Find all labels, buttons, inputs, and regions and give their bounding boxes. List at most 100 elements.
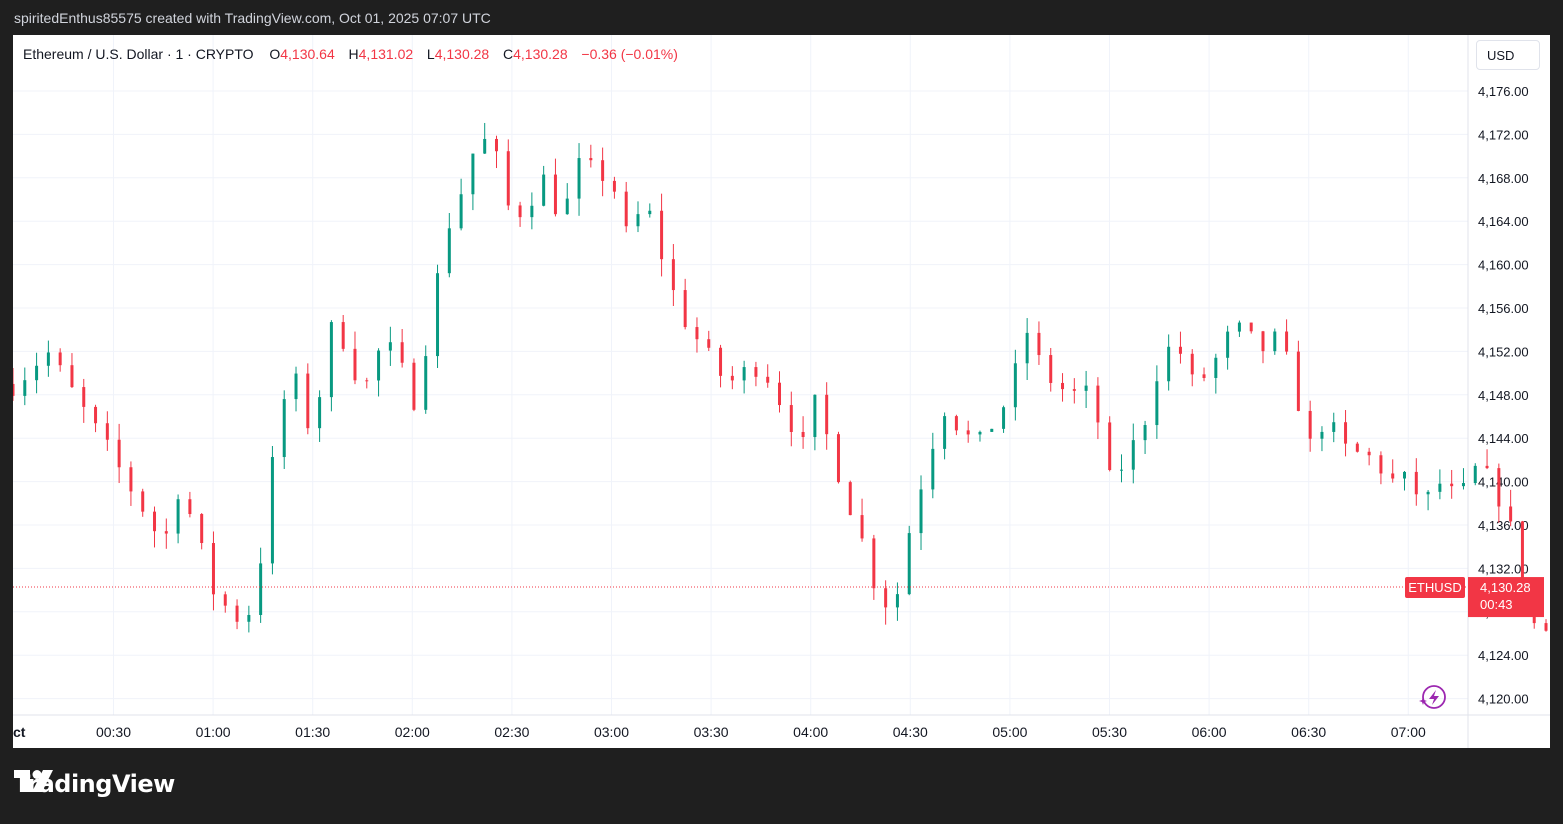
candle-body [1497,468,1501,507]
candle-body [612,180,616,192]
candle-body [1249,322,1253,332]
candle-body [58,352,62,366]
candle-body [235,605,239,622]
high-label: H [348,46,359,62]
tradingview-logo-icon [14,770,53,792]
candle-body [836,434,840,483]
candle-body [884,588,888,608]
candle-body [259,563,263,615]
x-tick-label: 02:30 [494,724,529,740]
chart-panel[interactable]: 4,176.00 4,172.00 4,168.00 4,164.00 4,160.00… [13,35,1550,748]
candle-body [200,514,204,544]
y-tick-label: 4,124.00 [1478,648,1529,663]
candle-body [825,394,829,435]
candle-body [1214,357,1218,378]
candle-body [895,594,899,608]
x-tick-label: 00:30 [96,724,131,740]
candle-body [789,405,793,432]
change-value: −0.36 (−0.01%) [581,46,678,62]
candle-body [1261,331,1265,352]
candle-body [388,342,392,351]
y-tick-label: 4,156.00 [1478,301,1529,316]
candle-body [1202,374,1206,378]
candle-body [412,362,416,410]
open-value: 4,130.64 [280,46,335,62]
y-tick-label: 4,168.00 [1478,171,1529,186]
y-tick-label: 4,172.00 [1478,127,1529,142]
high-value: 4,131.02 [358,46,414,62]
candle-body [1426,491,1430,495]
x-tick-label: 05:30 [1092,724,1127,740]
candle-body [23,380,27,396]
candle-body [1155,381,1159,426]
candle-body [719,347,723,376]
candle-body [954,416,958,431]
candle-body [695,327,699,340]
x-tick-label: 05:00 [992,724,1027,740]
candle-body [1273,331,1277,352]
candle-body [1237,322,1241,332]
candle-body [1131,440,1135,470]
candle-body [318,397,322,429]
candle-body [860,515,864,539]
x-tick-label: 03:00 [594,724,629,740]
candle-body [1084,385,1088,391]
candle-body [1332,422,1336,432]
candle-body [872,538,876,589]
candle-body [1285,331,1289,352]
candle-body [282,399,286,458]
candle-body [153,511,157,532]
candle-body [931,448,935,490]
candle-body [1061,382,1065,390]
candle-body [813,394,817,438]
candlestick-chart[interactable]: 4,176.00 4,172.00 4,168.00 4,164.00 4,160.00… [13,35,1550,748]
candle-body [247,614,251,622]
candle-body [601,160,605,181]
candle-body [1108,422,1112,471]
candle-body [424,356,428,410]
candle-body [1438,483,1442,492]
y-tick-label: 4,152.00 [1478,344,1529,359]
candle-body [211,543,215,595]
price-tag-value: 4,130.28 [1480,580,1531,595]
candle-body [1344,422,1348,444]
candle-body [565,198,569,215]
candle-body [1379,455,1383,474]
currency-button[interactable]: USD [1476,40,1540,70]
candle-body [46,352,50,366]
candle-body [141,491,145,512]
candle-body [1367,451,1371,456]
candle-body [1461,483,1465,487]
candle-body [494,138,498,152]
candle-body [589,158,593,161]
candle-body [176,499,180,534]
candle-body [1119,469,1123,471]
candle-body [506,151,510,206]
y-tick-label: 4,120.00 [1478,692,1529,707]
candle-body [553,174,557,215]
lightning-bolt-icon [1429,690,1439,705]
candle-body [943,416,947,449]
y-tick-label: 4,140.00 [1478,475,1529,490]
tradingview-logo[interactable]: TradingView [14,770,175,798]
symbol-description[interactable]: Ethereum / U.S. Dollar · 1 · CRYPTO [23,46,254,62]
candle-body [1226,331,1230,358]
candle-body [1296,351,1300,411]
candle-body [306,373,310,429]
candle-body [1320,431,1324,439]
candle-body [1544,623,1548,631]
candle-body [35,365,39,381]
candle-body [94,406,98,424]
x-tick-label: 01:30 [295,724,330,740]
candle-body [1355,443,1359,452]
candle-body [365,380,369,382]
symbol-tag [1405,577,1465,599]
candle-body [459,194,463,229]
candle-body [223,594,227,606]
candle-body [377,350,381,381]
candle-body [294,373,298,400]
candle-body [1391,473,1395,479]
candle-body [671,259,675,291]
candle-body [129,467,133,492]
candle-body [400,342,404,363]
